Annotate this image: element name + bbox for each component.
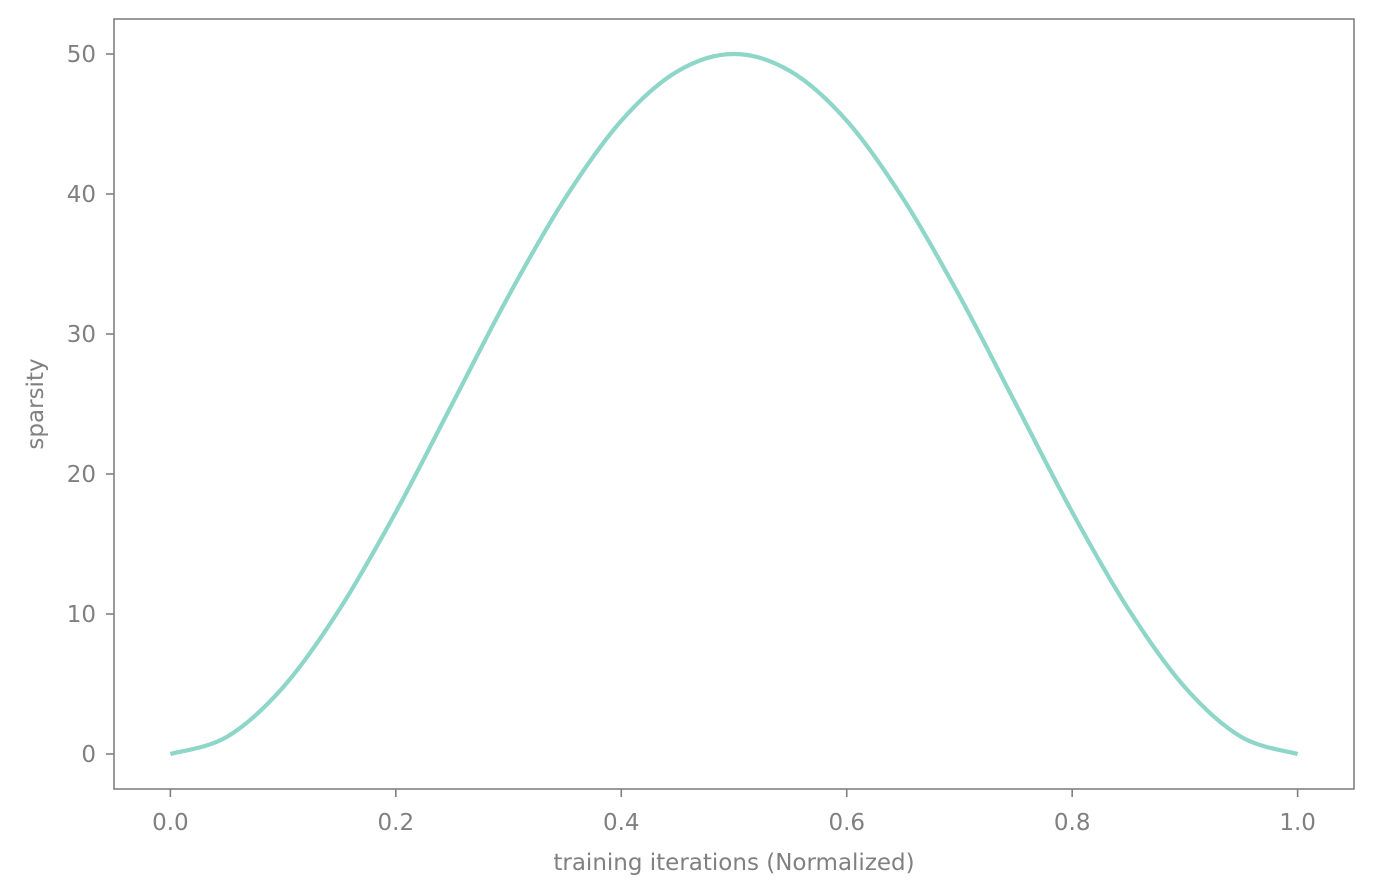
y-tick-label: 0 (81, 742, 96, 768)
x-tick-label: 0.8 (1054, 810, 1091, 836)
x-tick-label: 1.0 (1279, 810, 1316, 836)
plot-area (113, 18, 1355, 790)
x-tick-label: 0.2 (378, 810, 415, 836)
x-axis-label: training iterations (Normalized) (553, 850, 914, 876)
series-layer (169, 51, 1299, 757)
y-tick-label: 10 (67, 602, 96, 628)
y-axis-label: sparsity (23, 358, 49, 449)
y-tick-label: 30 (67, 322, 96, 348)
x-tick-label: 0.6 (828, 810, 865, 836)
y-tick-label: 20 (67, 462, 96, 488)
x-tick-label: 0.0 (152, 810, 189, 836)
series-line (169, 51, 1299, 757)
y-tick-label: 40 (67, 182, 96, 208)
y-axis-ticks: 0 10 20 30 40 50 (67, 42, 114, 768)
y-tick-label: 50 (67, 42, 96, 68)
x-tick-label: 0.4 (603, 810, 640, 836)
x-axis-ticks: 0.0 0.2 0.4 0.6 0.8 1.0 (152, 789, 1316, 836)
